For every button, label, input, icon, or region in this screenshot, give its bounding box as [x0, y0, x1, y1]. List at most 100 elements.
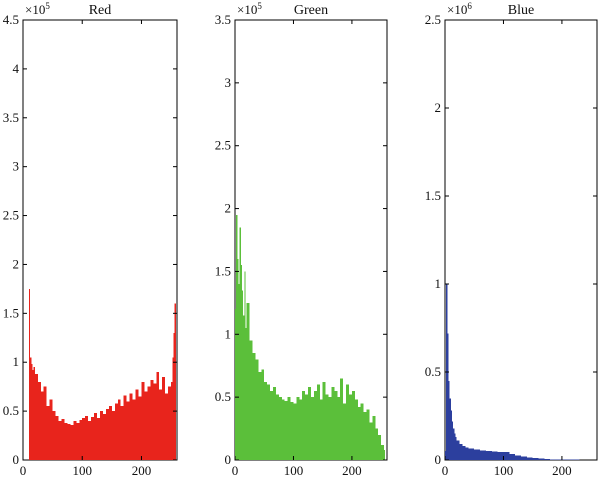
red-ytick-label: 0	[13, 452, 20, 467]
green-bar	[366, 409, 370, 460]
red-bar	[58, 420, 62, 460]
green-bar	[322, 382, 326, 460]
green-bar	[331, 387, 335, 460]
blue-bar	[532, 457, 539, 460]
green-bar	[372, 416, 376, 460]
green-bar	[325, 394, 329, 460]
green-ytick-label: 3	[225, 75, 232, 90]
green-bar	[290, 402, 294, 460]
blue-bar	[497, 452, 504, 460]
green-bar	[311, 397, 314, 460]
red-title: Red	[89, 3, 112, 18]
green-bar	[340, 378, 344, 460]
blue-bar	[538, 458, 545, 460]
red-ytick-label: 1.5	[3, 305, 19, 320]
red-bar	[55, 416, 59, 460]
green-bar	[316, 384, 320, 460]
green-bar	[343, 403, 347, 460]
red-bar	[129, 393, 133, 460]
red-bar	[91, 416, 95, 460]
green-bar	[243, 315, 245, 460]
green-bar	[299, 399, 303, 460]
green-bar	[313, 390, 317, 460]
red-panel: 0 0.5 1 1.5 2 2.5 3 3.5 4 4.5 0 100 200 Red ×105	[3, 1, 178, 478]
red-bar	[37, 381, 41, 460]
red-bar	[141, 381, 145, 460]
blue-bar	[465, 447, 469, 460]
green-bar	[296, 397, 300, 460]
green-bar	[275, 394, 279, 460]
red-bar	[49, 399, 53, 460]
red-bars	[28, 288, 176, 460]
red-bar	[144, 391, 148, 460]
blue-ytick-label: 1.5	[425, 188, 441, 203]
blue-bar	[445, 451, 447, 460]
green-bar	[354, 399, 358, 460]
green-bar	[384, 449, 386, 460]
green-bar	[360, 403, 364, 460]
green-bars	[235, 214, 386, 460]
green-bar	[308, 387, 311, 460]
red-bar	[67, 423, 71, 460]
red-ytick-label: 2	[13, 256, 20, 271]
green-bar	[346, 384, 349, 460]
blue-bar	[456, 440, 460, 460]
blue-xtick-label: 200	[552, 463, 572, 478]
green-bar	[369, 422, 373, 460]
red-bar	[33, 367, 35, 460]
red-bar	[159, 389, 163, 460]
green-ytick-label: 0	[225, 452, 232, 467]
green-multiplier: ×105	[237, 1, 262, 17]
red-xtick-label: 200	[132, 463, 152, 478]
red-bar	[132, 399, 136, 460]
red-ytick-label: 3	[13, 159, 20, 174]
green-bar	[293, 403, 297, 460]
blue-plot-frame	[444, 19, 598, 461]
green-bar	[281, 399, 285, 460]
red-xtick-label: 0	[20, 463, 27, 478]
red-xtick-label: 100	[72, 463, 92, 478]
green-xtick-label: 100	[284, 463, 304, 478]
blue-bar	[449, 398, 451, 460]
red-bar	[100, 411, 103, 460]
green-bar	[239, 227, 241, 460]
red-bar	[126, 401, 130, 460]
blue-bar	[474, 449, 481, 460]
red-bar	[135, 389, 139, 460]
green-xtick-label: 200	[342, 463, 362, 478]
blue-bar	[544, 458, 551, 460]
red-bar	[64, 422, 68, 460]
red-ytick-label: 4.5	[3, 12, 19, 27]
green-bar	[378, 434, 382, 460]
red-bar	[34, 373, 38, 460]
red-bar	[153, 383, 157, 460]
blue-bar	[450, 410, 453, 460]
red-bar	[97, 417, 100, 460]
green-bar	[337, 397, 341, 460]
green-bar	[244, 271, 246, 460]
red-bar	[173, 332, 175, 460]
green-bar	[328, 397, 332, 460]
red-ytick-label: 1	[13, 354, 20, 369]
green-bar	[270, 390, 273, 460]
red-bar	[85, 416, 89, 460]
blue-bar	[459, 444, 463, 460]
blue-bar	[462, 445, 466, 460]
green-ytick-label: 2	[225, 201, 232, 216]
red-bar	[94, 413, 98, 460]
green-bar	[357, 407, 361, 460]
red-bar	[73, 420, 77, 460]
green-bar	[261, 369, 265, 460]
red-bar	[123, 395, 127, 460]
red-bar	[174, 303, 176, 460]
blue-ytick-label: 0	[435, 452, 442, 467]
red-bar	[147, 386, 151, 460]
green-bar	[246, 302, 250, 460]
green-bar	[349, 394, 352, 460]
red-bar	[46, 406, 50, 460]
red-bar	[40, 391, 44, 460]
blue-bar	[550, 459, 557, 460]
blue-bar	[491, 451, 498, 460]
green-bar	[351, 390, 355, 460]
